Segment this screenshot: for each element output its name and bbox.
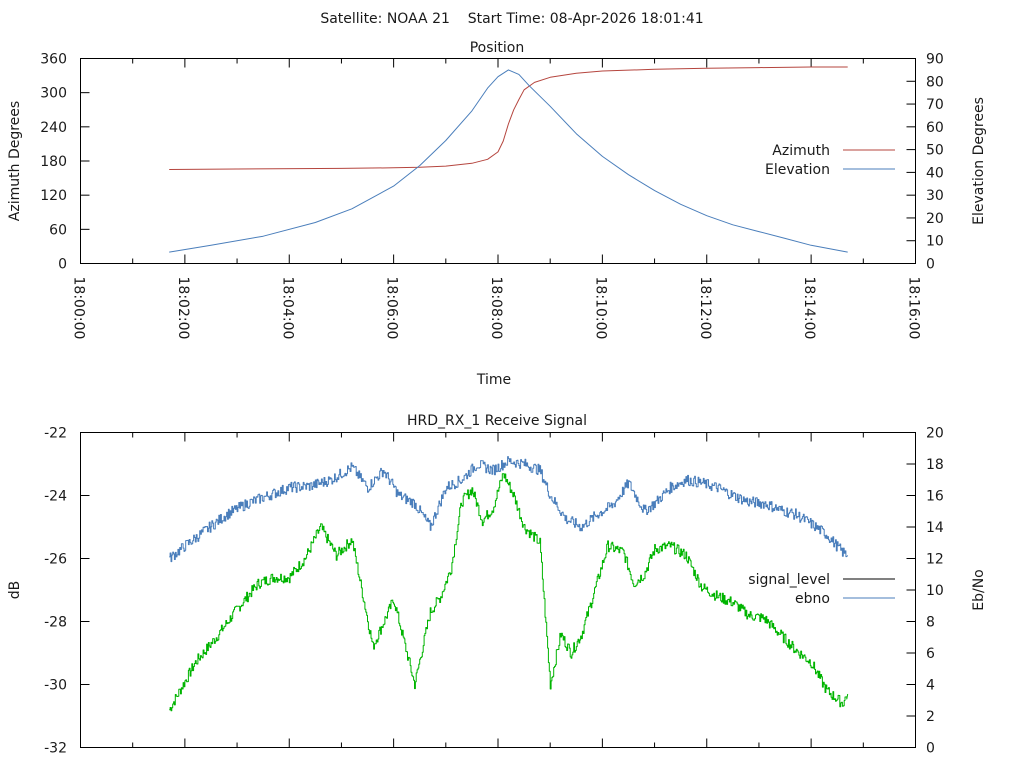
series-line-ebno <box>169 456 849 563</box>
y-tick-label: 240 <box>40 120 67 136</box>
y2-tick-label: 0 <box>926 741 935 757</box>
series-line-signal-level <box>169 473 849 712</box>
y-tick-label: -30 <box>44 678 67 694</box>
chart-title: HRD_RX_1 Receive Signal <box>407 413 587 429</box>
y-tick-label: -32 <box>44 741 67 757</box>
y2-tick-label: 16 <box>926 489 944 505</box>
position-chart: Position Time Azimuth Degrees Elevation … <box>7 40 987 388</box>
y2-tick-label: 40 <box>926 165 944 181</box>
y-axis-label: Azimuth Degrees <box>7 101 23 221</box>
series-line-azimuth <box>169 66 848 170</box>
y2-tick-label: 10 <box>926 234 944 250</box>
legend: signal_level ebno <box>748 572 895 607</box>
x-tick-label: 18:02:00 <box>175 277 191 340</box>
x-tick-label: 18:08:00 <box>488 277 504 340</box>
y-tick-label: 180 <box>40 154 67 170</box>
header-title: Satellite: NOAA 21 Start Time: 08-Apr-20… <box>320 11 703 27</box>
receive-signal-chart: HRD_RX_1 Receive Signal dB Eb/No -22-24-… <box>7 413 987 757</box>
series-lines <box>169 66 848 253</box>
x-tick-label: 18:00:00 <box>71 277 87 340</box>
legend-label-ebno: ebno <box>795 591 830 607</box>
y-axis-label: dB <box>7 581 23 600</box>
y2-tick-label: 12 <box>926 552 944 568</box>
legend-label-elevation: Elevation <box>765 162 830 178</box>
y2-axis-label: Eb/No <box>971 569 987 611</box>
legend-label-signal-level: signal_level <box>748 572 830 588</box>
y-tick-label: -28 <box>44 615 67 631</box>
x-tick-label: 18:14:00 <box>801 277 817 340</box>
y-tick-label: 120 <box>40 188 67 204</box>
y2-tick-label: 30 <box>926 188 944 204</box>
y-tick-label: -26 <box>44 552 67 568</box>
x-tick-label: 18:06:00 <box>384 277 400 340</box>
legend-label-azimuth: Azimuth <box>772 143 830 159</box>
chart-title: Position <box>470 40 525 56</box>
y2-axis-label: Elevation Degrees <box>971 97 987 225</box>
y2-tick-label: 6 <box>926 646 935 662</box>
axis-ticks: 18:00:00 18:02:00 18:04:00 18:06:00 18:08:00… <box>40 52 944 340</box>
y2-tick-label: 60 <box>926 120 944 136</box>
y2-tick-label: 18 <box>926 457 944 473</box>
plot-frame <box>80 58 916 264</box>
y-tick-label: 60 <box>49 222 67 238</box>
y-tick-label: 360 <box>40 52 67 68</box>
y2-tick-label: 80 <box>926 74 944 90</box>
x-tick-label: 18:12:00 <box>697 277 713 340</box>
x-tick-label: 18:16:00 <box>906 277 922 340</box>
y-tick-label: 0 <box>58 257 67 273</box>
y-tick-label: 300 <box>40 86 67 102</box>
x-tick-label: 18:10:00 <box>592 277 608 340</box>
y2-tick-label: 20 <box>926 426 944 442</box>
y-tick-label: -22 <box>44 426 67 442</box>
axis-ticks: -22 -24 -26 -28 -30 -32 0 2 4 6 8 10 12 14 16 18 20 <box>44 426 944 757</box>
plot-frame <box>80 432 916 748</box>
y2-tick-label: 70 <box>926 97 944 113</box>
y2-tick-label: 0 <box>926 257 935 273</box>
y-tick-label: -24 <box>44 489 67 505</box>
series-lines <box>169 456 849 712</box>
y2-tick-label: 20 <box>926 211 944 227</box>
y2-tick-label: 10 <box>926 583 944 599</box>
x-axis-label: Time <box>476 372 511 388</box>
y2-tick-label: 8 <box>926 615 935 631</box>
y2-tick-label: 4 <box>926 678 935 694</box>
y2-tick-label: 50 <box>926 143 944 159</box>
legend: Azimuth Elevation <box>765 143 895 178</box>
series-line-elevation <box>169 69 848 253</box>
x-tick-label: 18:04:00 <box>279 277 295 340</box>
y2-tick-label: 90 <box>926 52 944 68</box>
y2-tick-label: 2 <box>926 709 935 725</box>
y2-tick-label: 14 <box>926 520 944 536</box>
